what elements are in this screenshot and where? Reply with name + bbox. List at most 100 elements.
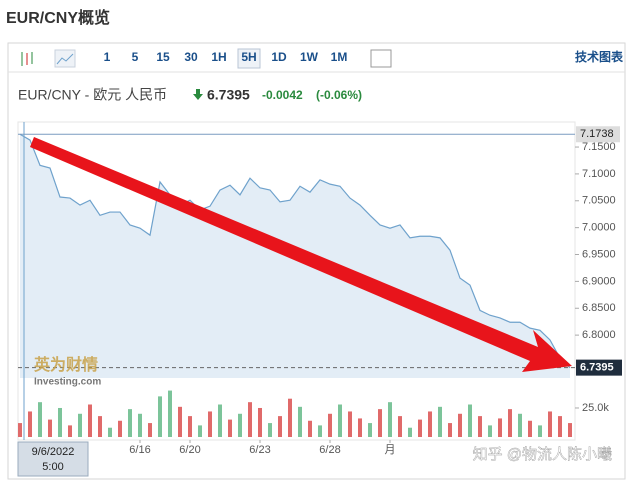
y-tick-label: 6.8500 [582, 302, 616, 314]
quote-price: 6.7395 [207, 87, 250, 103]
volume-bar [288, 398, 292, 437]
page-title: EUR/CNY概览 [6, 8, 110, 27]
quote-change: -0.0042 [262, 88, 303, 102]
volume-bar [48, 419, 52, 437]
volume-bar [58, 407, 62, 437]
y-tick-label: 6.9500 [582, 248, 616, 260]
interval-button[interactable]: 30 [184, 50, 198, 64]
area-icon-line [56, 53, 74, 65]
quote-change-pct: (-0.06%) [316, 88, 362, 102]
volume-bar [158, 396, 162, 437]
volume-bar [198, 425, 202, 437]
tech-chart-link[interactable]: 技术图表 [575, 49, 624, 64]
volume-bar [338, 404, 342, 437]
interval-button[interactable]: 5 [132, 50, 139, 64]
volume-bar [28, 411, 32, 437]
crosshair-date: 9/6/2022 [32, 446, 75, 458]
interval-button[interactable]: 1D [271, 50, 287, 64]
last-label-bg [576, 359, 622, 376]
volume-bar [228, 419, 232, 437]
candle-icon[interactable] [18, 52, 36, 66]
y-tick-label: 6.9000 [582, 275, 616, 287]
interval-button[interactable]: 5H [241, 50, 256, 64]
volume-bar [348, 411, 352, 437]
logo: 英为财情 Investing.com [33, 355, 101, 387]
volume-bar [378, 409, 382, 437]
volume-bar [358, 418, 362, 437]
x-tick-label: 6/23 [249, 444, 270, 456]
volume-bar [258, 407, 262, 437]
crosshair-time: 5:00 [42, 461, 63, 473]
volume-bar [418, 419, 422, 437]
volume-bar [558, 416, 562, 437]
volume-bar [328, 413, 332, 437]
high-label: 7.1738 [580, 128, 614, 140]
volume-bar [18, 423, 22, 437]
area-icon[interactable] [54, 49, 76, 68]
interval-button[interactable]: 1H [211, 50, 226, 64]
volume-bar [128, 409, 132, 437]
x-tick-label: 6/16 [129, 444, 150, 456]
down-arrow [193, 89, 203, 100]
volume-bar [208, 411, 212, 437]
y-tick-label: 7.1000 [582, 168, 616, 180]
x-tick-label: 6/20 [179, 444, 200, 456]
volume-bar [488, 425, 492, 437]
interval-button[interactable]: 1 [104, 50, 111, 64]
volume-bar [508, 409, 512, 437]
volume-bar [518, 413, 522, 437]
x-tick-label: 月 [385, 444, 396, 456]
volume-bar [268, 423, 272, 437]
y2-tick-label: 25.0k [582, 402, 609, 414]
quote-name: EUR/CNY - 欧元 人民币 [18, 87, 167, 103]
volume-bar [318, 425, 322, 437]
volume-bar [238, 413, 242, 437]
widget-frame [7, 42, 626, 480]
volume-bar [528, 420, 532, 437]
volume-bar [88, 404, 92, 437]
volume-bar [78, 413, 82, 437]
volume-bar [278, 416, 282, 437]
volume-bar [448, 423, 452, 437]
volume-bar [298, 406, 302, 437]
volume-bar [108, 427, 112, 437]
volume-bar [248, 402, 252, 437]
high-label-bg [576, 126, 620, 143]
table-icon[interactable] [370, 49, 392, 68]
volume-bar [468, 404, 472, 437]
volume-bar [538, 425, 542, 437]
interval-button[interactable]: 1M [331, 50, 348, 64]
volume-bar [408, 427, 412, 437]
y-tick-label: 7.0000 [582, 222, 616, 234]
volume-bar [178, 406, 182, 437]
annotation-arrow [30, 137, 572, 372]
x-tick-label: 6/28 [319, 444, 340, 456]
volume-bar [458, 413, 462, 437]
volume-bar [368, 423, 372, 437]
logo-cn: 英为财情 [33, 355, 98, 374]
y-tick-label: 7.0500 [582, 195, 616, 207]
y-tick-label: 7.1500 [582, 141, 616, 153]
volume-bar [98, 416, 102, 437]
volume-bar [218, 404, 222, 437]
volume-bar [138, 413, 142, 437]
volume-bar [478, 416, 482, 437]
volume-bar [68, 425, 72, 437]
volume-bar [398, 416, 402, 437]
volume-bar [118, 420, 122, 437]
crosshair-box [17, 441, 89, 477]
volume-bar [188, 416, 192, 437]
interval-button[interactable]: 1W [300, 50, 319, 64]
volume-bar [38, 402, 42, 437]
last-label: 6.7395 [580, 362, 614, 374]
logo-en: Investing.com [34, 377, 101, 388]
price-line [19, 133, 571, 369]
interval-button[interactable]: 15 [156, 50, 170, 64]
interval-selected [237, 48, 261, 69]
volume-bar [548, 411, 552, 437]
volume-bar [568, 423, 572, 437]
y-tick-label: 6.8000 [582, 329, 616, 341]
volume-bar [438, 406, 442, 437]
volume-bar [148, 423, 152, 437]
